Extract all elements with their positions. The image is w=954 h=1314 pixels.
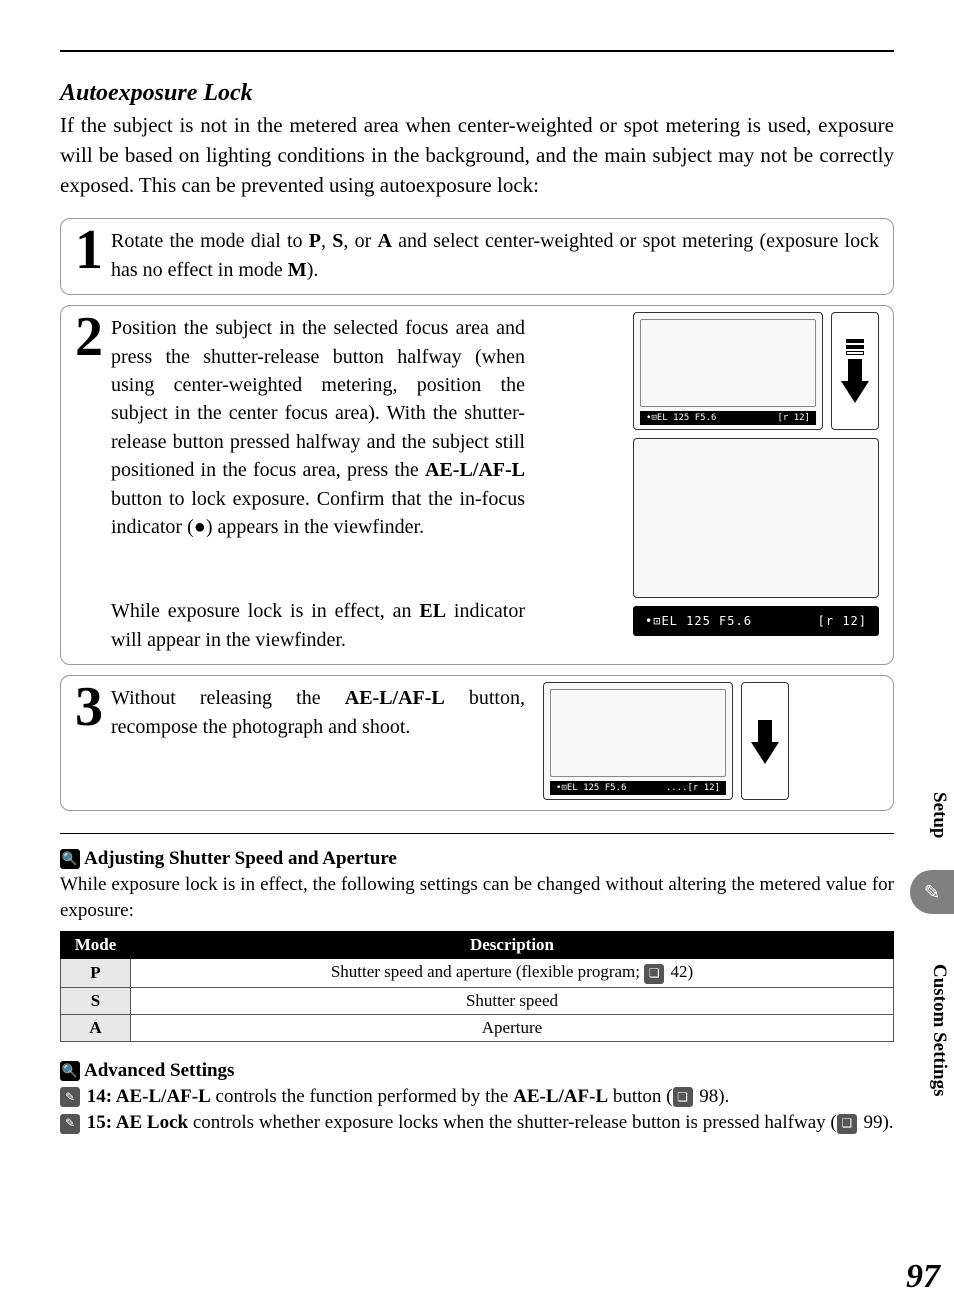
text: ) xyxy=(688,962,694,981)
ael-afl-label: AE-L/AF-L xyxy=(513,1086,608,1107)
vf-readout: •⊡EL 125 F5.6 xyxy=(556,783,626,793)
vf-readout: •⊡EL 125 F5.6 xyxy=(646,413,716,423)
tip-title: Adjusting Shutter Speed and Aperture xyxy=(84,848,397,870)
el-label: EL xyxy=(419,600,446,622)
camera-ael-button-illustration xyxy=(633,438,879,598)
setting-name: 15: AE Lock xyxy=(87,1112,188,1133)
advanced-line-2: ✎ 15: AE Lock controls whether exposure … xyxy=(60,1110,894,1137)
step-1-number: 1 xyxy=(75,225,103,275)
desc-cell: Aperture xyxy=(131,1014,894,1041)
viewfinder-illustration-2: •⊡EL 125 F5.6 ....[r 12] xyxy=(543,682,733,800)
mode-cell: S xyxy=(61,987,131,1014)
page-ref: 99 xyxy=(863,1112,882,1133)
tip-text: While exposure lock is in effect, the fo… xyxy=(60,872,894,923)
lcd-right: [r 12] xyxy=(818,614,867,628)
intro-paragraph: If the subject is not in the metered are… xyxy=(60,111,894,200)
tab-custom-settings[interactable]: Custom Settings xyxy=(924,930,954,1130)
text: ). xyxy=(307,259,319,281)
text: , xyxy=(321,230,332,252)
table-header-mode: Mode xyxy=(61,932,131,959)
vf-readout: ....[r 12] xyxy=(666,783,720,793)
tab-setup[interactable]: Setup xyxy=(924,770,954,860)
text: button to lock exposure. Confirm that th… xyxy=(111,488,525,538)
top-rule xyxy=(60,50,894,52)
step-1-box: 1 Rotate the mode dial to P, S, or A and… xyxy=(60,218,894,295)
text: Shutter speed and aperture (flexible pro… xyxy=(331,962,644,981)
vf-readout: [r 12] xyxy=(777,413,810,423)
page-ref-icon: ❏ xyxy=(673,1087,693,1107)
text: Without releasing the xyxy=(111,687,345,709)
setting-name: 14: AE-L/AF-L xyxy=(87,1086,211,1107)
pencil-tab-icon[interactable]: ✎ xyxy=(910,870,954,914)
viewfinder-illustration-1: •⊡EL 125 F5.6 [r 12] xyxy=(633,312,823,430)
mode-cell: P xyxy=(61,959,131,987)
text: ). xyxy=(882,1112,893,1133)
ael-afl-label: AE-L/AF-L xyxy=(345,687,445,709)
tip-title: Advanced Settings xyxy=(84,1060,234,1082)
table-row: S Shutter speed xyxy=(61,987,894,1014)
page-ref: 42 xyxy=(671,962,688,981)
step-3-box: 3 Without releasing the AE-L/AF-L button… xyxy=(60,675,894,811)
page-number: 97 xyxy=(906,1258,940,1296)
text: controls whether exposure locks when the… xyxy=(188,1112,837,1133)
mode-description-table: Mode Description P Shutter speed and ape… xyxy=(60,931,894,1041)
step-3-illustrations: •⊡EL 125 F5.6 ....[r 12] xyxy=(543,682,789,800)
mode-s: S xyxy=(332,230,343,252)
text: button ( xyxy=(608,1086,672,1107)
text: controls the function performed by the xyxy=(211,1086,513,1107)
text: Rotate the mode dial to xyxy=(111,230,309,252)
step-1-text: Rotate the mode dial to P, S, or A and s… xyxy=(111,225,879,284)
lcd-left: •⊡EL 125 F5.6 xyxy=(645,614,752,628)
mode-a: A xyxy=(377,230,391,252)
lcd-readout: •⊡EL 125 F5.6 [r 12] xyxy=(633,606,879,636)
desc-cell: Shutter speed and aperture (flexible pro… xyxy=(131,959,894,987)
custom-setting-icon: ✎ xyxy=(60,1114,80,1134)
tip-magnifier-icon: 🔍 xyxy=(60,1061,80,1081)
page-ref-icon: ❏ xyxy=(837,1114,857,1134)
text: ). xyxy=(718,1086,729,1107)
step-2-number: 2 xyxy=(75,312,103,362)
text: Position the subject in the selected foc… xyxy=(111,317,525,481)
mode-p: P xyxy=(309,230,321,252)
text: While exposure lock is in effect, an xyxy=(111,600,419,622)
shutter-half-press-icon xyxy=(831,312,879,430)
ael-afl-label: AE-L/AF-L xyxy=(425,459,525,481)
desc-cell: Shutter speed xyxy=(131,987,894,1014)
table-row: P Shutter speed and aperture (flexible p… xyxy=(61,959,894,987)
step-3-number: 3 xyxy=(75,682,103,732)
tip-header-shutter-aperture: 🔍 Adjusting Shutter Speed and Aperture xyxy=(60,848,894,870)
text: , or xyxy=(343,230,377,252)
page-ref: 98 xyxy=(699,1086,718,1107)
mode-cell: A xyxy=(61,1014,131,1041)
mode-m: M xyxy=(288,259,307,281)
step-3-text: Without releasing the AE-L/AF-L button, … xyxy=(111,682,525,741)
page-ref-icon: ❏ xyxy=(644,964,664,984)
shutter-full-press-icon xyxy=(741,682,789,800)
table-header-description: Description xyxy=(131,932,894,959)
advanced-line-1: ✎ 14: AE-L/AF-L controls the function pe… xyxy=(60,1084,894,1111)
tip-magnifier-icon: 🔍 xyxy=(60,849,80,869)
custom-setting-icon: ✎ xyxy=(60,1087,80,1107)
tip-header-advanced: 🔍 Advanced Settings xyxy=(60,1060,894,1082)
side-tabs: Setup ✎ Custom Settings xyxy=(894,0,954,1314)
step-2-text: Position the subject in the selected foc… xyxy=(111,312,525,654)
table-row: A Aperture xyxy=(61,1014,894,1041)
section-title: Autoexposure Lock xyxy=(60,80,894,107)
step-2-illustrations: •⊡EL 125 F5.6 [r 12] xyxy=(633,312,879,654)
mid-rule xyxy=(60,833,894,834)
step-2-box: 2 Position the subject in the selected f… xyxy=(60,305,894,665)
